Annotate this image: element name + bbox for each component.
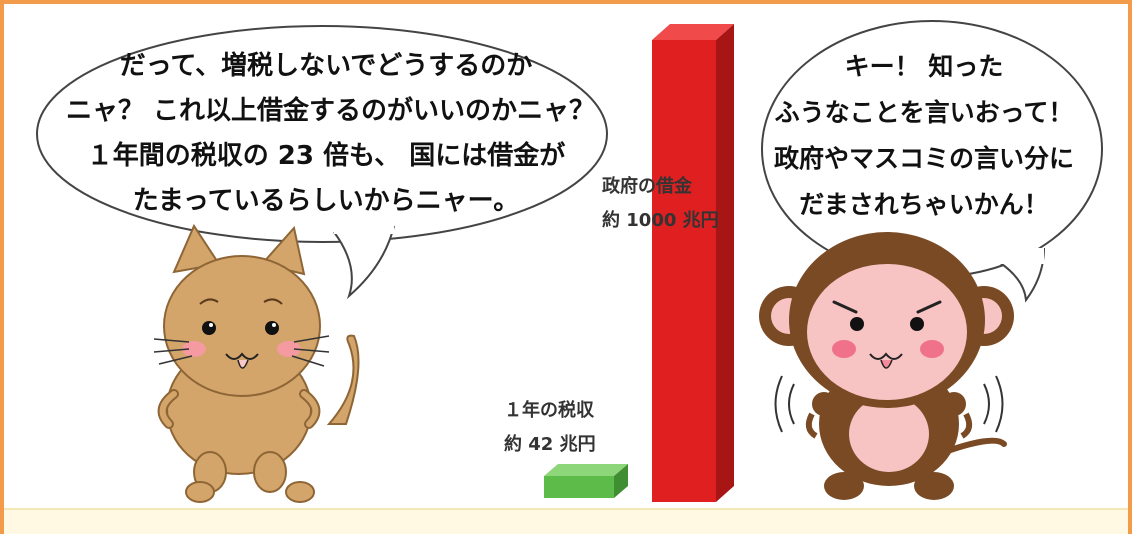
tax-label-title: １年の税収 <box>504 400 594 421</box>
bottom-strip <box>4 508 1128 534</box>
monkey-speech-text: キー！ 知ったふうなことを言いおって！ 政府やマスコミの言い分に だまされちゃいかん… <box>774 44 1074 228</box>
debt-label-title: 政府の借金 <box>602 176 692 197</box>
debt-bar-label: 政府の借金約 1000 兆円 <box>602 170 732 238</box>
debt-label-value: 約 1000 兆円 <box>602 210 719 231</box>
tax-bar <box>544 464 628 498</box>
illustration-canvas <box>36 20 1103 503</box>
cat-speech-bubble <box>36 25 608 300</box>
monkey-speech-line: キー！ 知った <box>844 52 1004 81</box>
monkey-speech-line: 政府やマスコミの言い分に <box>774 144 1075 173</box>
cat-speech-line: １年間の税収の 23 倍も、 国には借金が <box>86 141 566 171</box>
tax-label-value: 約 42 兆円 <box>504 434 596 455</box>
debt-bar <box>652 24 734 502</box>
cat-speech-line: ニャ？ これ以上借金するのがいいのかニャ？ <box>66 96 596 126</box>
monkey-speech-line: だまされちゃいかん！ <box>799 190 1049 219</box>
cat-character <box>153 223 360 503</box>
cat-speech-text: だって、増税しないでどうするのかニャ？ これ以上借金するのがいいのかニャ？ １年間… <box>66 44 596 224</box>
monkey-speech-line: ふうなことを言いおって！ <box>774 98 1074 127</box>
monkey-speech-bubble <box>761 20 1103 303</box>
monkey-character <box>759 232 1014 500</box>
cat-speech-line: たまっているらしいからニャー。 <box>132 186 520 216</box>
cat-speech-line: だって、増税しないでどうするのか <box>119 51 533 81</box>
tax-bar-label: １年の税収約 42 兆円 <box>504 394 634 462</box>
